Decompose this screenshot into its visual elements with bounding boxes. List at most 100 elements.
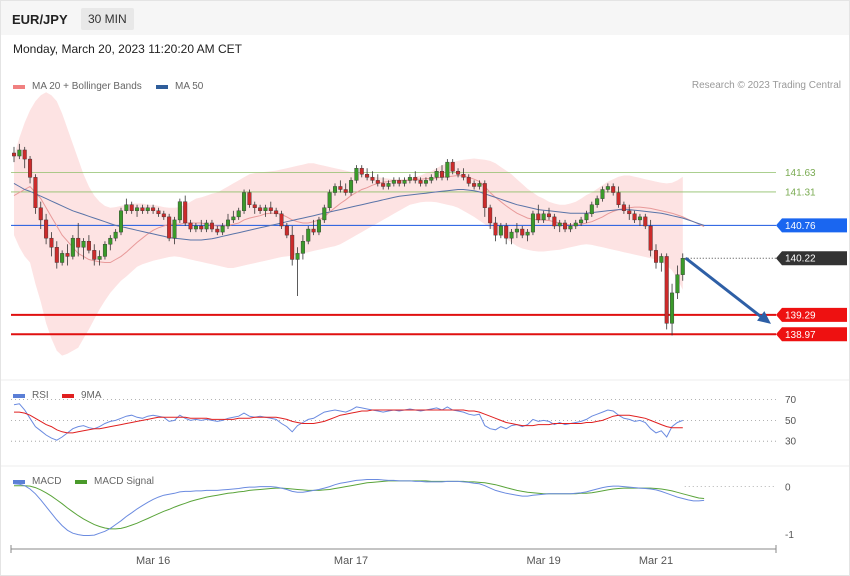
candles <box>11 143 685 336</box>
candle <box>365 168 370 181</box>
candle <box>680 253 685 281</box>
candle <box>616 186 621 208</box>
level-label-139-29: 139.29 <box>785 310 816 321</box>
candle-body <box>193 225 198 230</box>
candle-body <box>466 177 471 184</box>
candle <box>670 283 675 336</box>
candle <box>295 247 300 296</box>
candle-body <box>263 207 268 211</box>
candle-body <box>333 186 338 193</box>
legend-macd-swatch <box>13 479 25 484</box>
candle-body <box>183 201 188 224</box>
candle-body <box>124 204 129 211</box>
candle <box>231 210 236 223</box>
candle <box>354 165 359 184</box>
candle <box>386 180 391 190</box>
candle <box>263 204 268 217</box>
candle-body <box>654 250 659 263</box>
ma50-line <box>13 182 705 241</box>
level-label-139-29-tag <box>776 307 847 322</box>
candle-body <box>231 216 236 221</box>
candle <box>664 253 669 330</box>
candle <box>311 219 316 236</box>
candle-body <box>482 183 487 208</box>
candle <box>177 198 182 223</box>
candle <box>654 244 659 269</box>
candle-body <box>258 207 263 211</box>
candle <box>124 198 129 214</box>
candle-body <box>659 256 664 263</box>
legend-rsi: RSI <box>13 390 49 401</box>
candle-body <box>386 183 391 187</box>
candle-body <box>295 253 300 260</box>
candle <box>81 238 86 260</box>
candle <box>76 222 81 257</box>
legend-macd: MACD <box>13 476 61 487</box>
candle-body <box>605 186 610 190</box>
candle <box>488 204 493 230</box>
candle-body <box>547 213 552 218</box>
candle-body <box>118 210 123 233</box>
candle-body <box>520 228 525 236</box>
rsi-ma-line <box>14 409 683 434</box>
candle-body <box>461 174 466 178</box>
candle <box>274 207 279 217</box>
legend-ma20: MA 20 + Bollinger Bands <box>13 81 142 92</box>
candle <box>54 241 59 269</box>
candle-body <box>70 237 75 257</box>
candle <box>300 235 305 260</box>
rsi-tick-label: 50 <box>785 416 797 427</box>
candle <box>659 253 664 272</box>
candle-body <box>397 180 402 184</box>
candle <box>359 165 364 178</box>
candle-body <box>504 225 509 239</box>
candle <box>333 183 338 196</box>
candle <box>38 201 43 230</box>
candle <box>268 201 273 214</box>
candle-body <box>204 222 209 230</box>
candle-body <box>306 228 311 242</box>
candle <box>397 177 402 187</box>
candle-body <box>477 183 482 187</box>
candle <box>236 207 241 220</box>
candle-body <box>675 274 680 294</box>
candle-body <box>616 192 621 205</box>
candle-body <box>215 228 220 233</box>
candle <box>536 204 541 223</box>
candle <box>102 241 107 260</box>
candle <box>493 216 498 242</box>
candle-body <box>664 256 669 324</box>
candle-body <box>680 258 685 275</box>
legend-rsi-ma: 9MA <box>62 390 102 401</box>
candle <box>242 189 247 214</box>
candle <box>135 204 140 217</box>
candle-body <box>38 207 43 221</box>
candle <box>322 204 327 223</box>
candle-body <box>113 231 118 239</box>
rsi-tick-label: 70 <box>785 395 797 406</box>
candle <box>140 204 145 214</box>
candle-body <box>359 168 364 175</box>
candle <box>193 222 198 233</box>
candle-body <box>536 213 541 221</box>
candle-body <box>76 237 81 248</box>
candle-body <box>316 219 321 233</box>
candle <box>675 265 680 299</box>
timeframe-badge[interactable]: 30 MIN <box>81 8 134 30</box>
candle-body <box>290 234 295 260</box>
legend-macd-signal: MACD Signal <box>75 476 154 487</box>
candle-body <box>568 225 573 230</box>
candle <box>279 210 284 230</box>
candle <box>568 222 573 233</box>
candle <box>461 168 466 181</box>
candle-body <box>268 207 273 211</box>
x-tick-label: Mar 17 <box>334 555 368 567</box>
macd-tick-label: 0 <box>785 483 791 494</box>
candle <box>445 159 450 181</box>
candle <box>225 213 230 230</box>
candle-body <box>151 207 156 211</box>
candle <box>595 195 600 208</box>
candle <box>589 201 594 217</box>
